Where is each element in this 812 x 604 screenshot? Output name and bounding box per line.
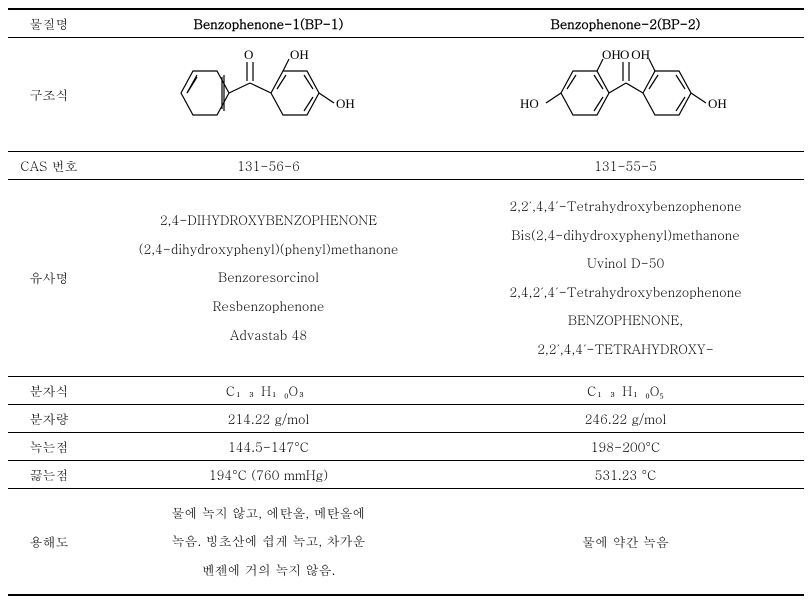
sol-bp1-l3: 벤젠에 거의 녹지 않음.: [94, 556, 443, 585]
mw-bp2: 246.22 g/mol: [447, 404, 804, 432]
mp-row: 녹는점 144.5-147°C 198-200°C: [8, 432, 804, 460]
label-cas: CAS 번호: [8, 152, 90, 180]
svg-text:OH: OH: [708, 96, 727, 111]
syn-bp2-l5: BENZOPHENONE,: [451, 306, 800, 335]
bp1-structure-icon: O OH OH: [164, 45, 374, 145]
col-bp2: Benzophenone-2(BP-2): [447, 9, 804, 38]
label-mp: 녹는점: [8, 432, 90, 460]
sol-bp1: 물에 녹지 않고, 에탄올, 메탄올에 녹음. 빙초산에 쉽게 녹고, 차가운 …: [90, 488, 447, 595]
svg-text:OH: OH: [631, 47, 650, 62]
synonym-row: 유사명 2,4-DIHYDROXYBENZOPHENONE (2,4-dihyd…: [8, 180, 804, 377]
bp-bp2: 531.23 °C: [447, 460, 804, 488]
syn-bp2-l1: 2,2′,4,4′-Tetrahydroxybenzophenone: [451, 192, 800, 221]
syn-bp1-l3: Benzoresorcinol: [94, 263, 443, 292]
label-solubility: 용해도: [8, 488, 90, 595]
label-formula: 분자식: [8, 376, 90, 404]
structure-bp1: O OH OH: [90, 38, 447, 152]
syn-bp1: 2,4-DIHYDROXYBENZOPHENONE (2,4-dihydroxy…: [90, 180, 447, 377]
formula-bp2: C₁₃H₁₀O₅: [447, 376, 804, 404]
svg-text:O: O: [244, 47, 253, 62]
svg-text:O: O: [620, 47, 629, 62]
cas-bp1: 131-56-6: [90, 152, 447, 180]
bp-row: 끓는점 194°C (760 mmHg) 531.23 °C: [8, 460, 804, 488]
bp-bp1: 194°C (760 mmHg): [90, 460, 447, 488]
col-bp1: Benzophenone-1(BP-1): [90, 9, 447, 38]
syn-bp2-l2: Bis(2,4-dihydroxyphenyl)methanone: [451, 221, 800, 250]
syn-bp1-l2: (2,4-dihydroxyphenyl)(phenyl)methanone: [94, 235, 443, 264]
solubility-row: 용해도 물에 녹지 않고, 에탄올, 메탄올에 녹음. 빙초산에 쉽게 녹고, …: [8, 488, 804, 595]
mp-bp1: 144.5-147°C: [90, 432, 447, 460]
sol-bp2: 물에 약간 녹음: [447, 488, 804, 595]
bp2-structure-icon: O OH OH HO OH: [506, 45, 746, 145]
label-structure: 구조식: [8, 38, 90, 152]
syn-bp2-l3: Uvinol D-50: [451, 249, 800, 278]
svg-text:OH: OH: [336, 96, 355, 111]
svg-text:HO: HO: [520, 96, 539, 111]
svg-text:OH: OH: [602, 47, 621, 62]
mw-bp1: 214.22 g/mol: [90, 404, 447, 432]
col-name: 물질명: [8, 9, 90, 38]
syn-bp2-l6: 2,2′,4,4′-TETRAHYDROXY-: [451, 335, 800, 364]
label-synonym: 유사명: [8, 180, 90, 377]
mw-row: 분자량 214.22 g/mol 246.22 g/mol: [8, 404, 804, 432]
properties-table: 물질명 Benzophenone-1(BP-1) Benzophenone-2(…: [8, 8, 804, 596]
structure-row: 구조식: [8, 38, 804, 152]
sol-bp1-l1: 물에 녹지 않고, 에탄올, 메탄올에: [94, 499, 443, 528]
syn-bp1-l5: Advastab 48: [94, 321, 443, 350]
cas-row: CAS 번호 131-56-6 131-55-5: [8, 152, 804, 180]
formula-bp1: C₁₃H₁₀O₃: [90, 376, 447, 404]
label-bp: 끓는점: [8, 460, 90, 488]
syn-bp1-l4: Resbenzophenone: [94, 292, 443, 321]
formula-row: 분자식 C₁₃H₁₀O₃ C₁₃H₁₀O₅: [8, 376, 804, 404]
sol-bp1-l2: 녹음. 빙초산에 쉽게 녹고, 차가운: [94, 527, 443, 556]
cas-bp2: 131-55-5: [447, 152, 804, 180]
label-mw: 분자량: [8, 404, 90, 432]
syn-bp2: 2,2′,4,4′-Tetrahydroxybenzophenone Bis(2…: [447, 180, 804, 377]
mp-bp2: 198-200°C: [447, 432, 804, 460]
syn-bp1-l1: 2,4-DIHYDROXYBENZOPHENONE: [94, 206, 443, 235]
svg-text:OH: OH: [290, 47, 309, 62]
header-row: 물질명 Benzophenone-1(BP-1) Benzophenone-2(…: [8, 9, 804, 38]
structure-bp2: O OH OH HO OH: [447, 38, 804, 152]
syn-bp2-l4: 2,4,2′,4′-Tetrahydroxybenzophenone: [451, 278, 800, 307]
